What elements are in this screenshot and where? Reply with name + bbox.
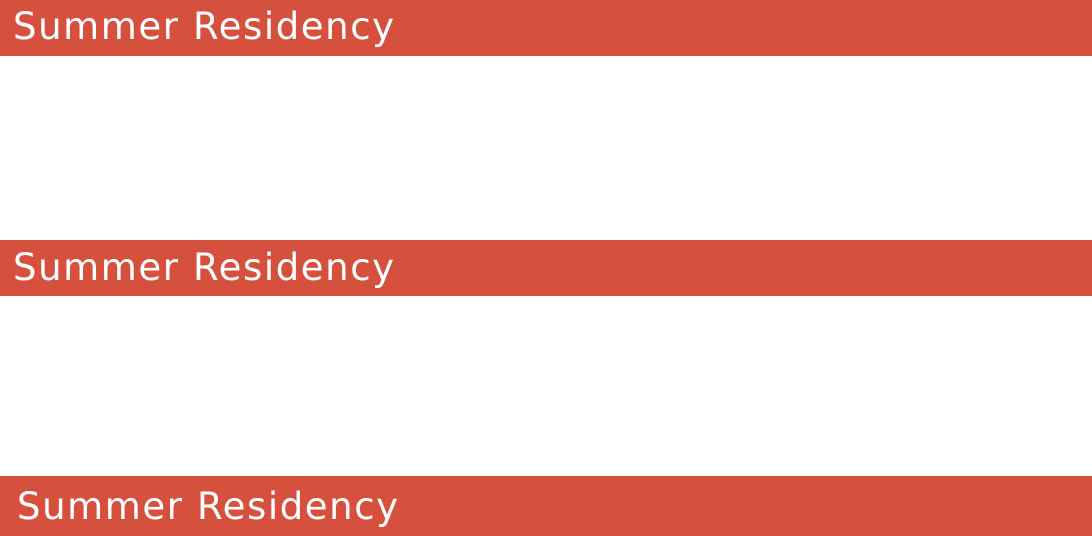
banner-title: Summer Residency bbox=[13, 4, 396, 48]
banner-title: Summer Residency bbox=[17, 484, 400, 528]
title-banner-1: Summer Residency bbox=[0, 0, 1092, 56]
title-banner-3: Summer Residency bbox=[0, 476, 1092, 536]
title-banner-2: Summer Residency bbox=[0, 240, 1092, 296]
banner-title: Summer Residency bbox=[13, 245, 396, 289]
